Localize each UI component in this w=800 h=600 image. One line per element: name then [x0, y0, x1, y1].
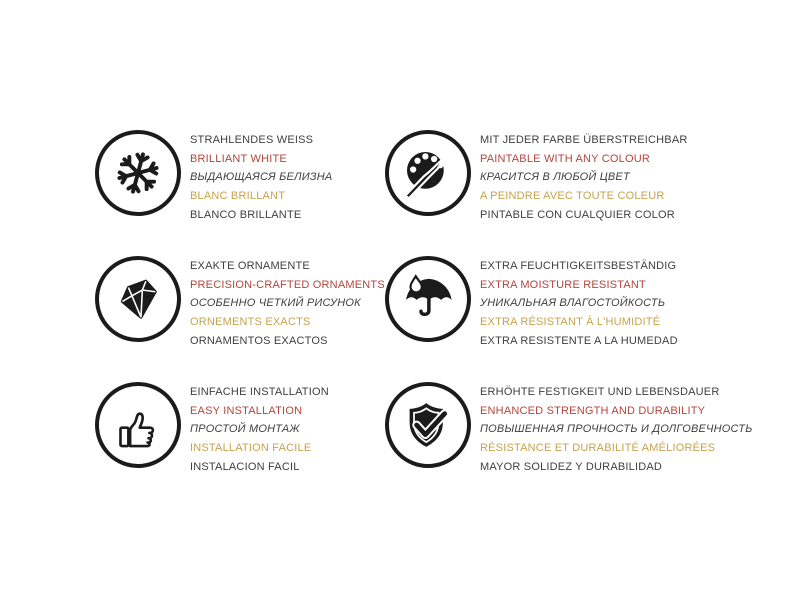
- label-es: MAYOR SOLIDEZ Y DURABILIDAD: [480, 460, 663, 473]
- label-de: EXTRA FEUCHTIGKEITSBESTÄNDIG: [480, 260, 677, 272]
- umbrella-icon: [385, 256, 471, 342]
- label-es: PINTABLE CON CUALQUIER COLOR: [480, 208, 675, 221]
- feature-strength-durability: ERHÖHTE FESTIGKEIT UND LEBENSDAUER ENHAN…: [385, 382, 752, 508]
- label-es: EXTRA RESISTENTE A LA HUMEDAD: [480, 334, 678, 347]
- label-de: MIT JEDER FARBE ÜBERSTREICHBAR: [480, 134, 688, 146]
- label-ru: ПОВЫШЕННАЯ ПРОЧНОСТЬ И ДОЛГОВЕЧНОСТЬ: [480, 423, 753, 436]
- label-fr: EXTRA RÉSISTANT À L'HUMIDITÉ: [480, 316, 661, 329]
- diamond-icon: [95, 256, 181, 342]
- label-fr: INSTALLATION FACILE: [190, 442, 312, 455]
- label-fr: RÉSISTANCE ET DURABILITÉ AMÉLIORÉES: [480, 442, 716, 455]
- label-en: PAINTABLE WITH ANY COLOUR: [480, 152, 651, 165]
- feature-text: STRAHLENDES WEISS BRILLIANT WHITE ВЫДАЮЩ…: [190, 130, 332, 225]
- feature-text: MIT JEDER FARBE ÜBERSTREICHBAR PAINTABLE…: [480, 130, 688, 225]
- label-de: EXAKTE ORNAMENTE: [190, 260, 310, 272]
- snowflake-icon: [95, 130, 181, 216]
- feature-text: EXTRA FEUCHTIGKEITSBESTÄNDIG EXTRA MOIST…: [480, 256, 678, 351]
- label-en: EXTRA MOISTURE RESISTANT: [480, 278, 646, 291]
- label-ru: КРАСИТСЯ В ЛЮБОЙ ЦВЕТ: [480, 171, 630, 184]
- feature-text: EXAKTE ORNAMENTE PRECISION-CRAFTED ORNAM…: [190, 256, 385, 351]
- label-es: ORNAMENTOS EXACTOS: [190, 334, 328, 347]
- feature-text: ERHÖHTE FESTIGKEIT UND LEBENSDAUER ENHAN…: [480, 382, 753, 477]
- shield-check-icon: [385, 382, 471, 468]
- label-fr: A PEINDRE AVEC TOUTE COLEUR: [480, 190, 665, 203]
- label-fr: ORNEMENTS EXACTS: [190, 316, 311, 329]
- label-ru: ОСОБЕННО ЧЕТКИЙ РИСУНОК: [190, 297, 361, 310]
- label-ru: УНИКАЛЬНАЯ ВЛАГОСТОЙКОСТЬ: [480, 297, 666, 310]
- label-ru: ВЫДАЮЩАЯСЯ БЕЛИЗНА: [190, 171, 333, 184]
- label-de: EINFACHE INSTALLATION: [190, 386, 329, 398]
- features-grid: STRAHLENDES WEISS BRILLIANT WHITE ВЫДАЮЩ…: [95, 130, 752, 508]
- label-en: BRILLIANT WHITE: [190, 152, 287, 165]
- feature-paintable-any-colour: MIT JEDER FARBE ÜBERSTREICHBAR PAINTABLE…: [385, 130, 715, 256]
- label-en: ENHANCED STRENGTH AND DURABILITY: [480, 404, 706, 417]
- thumbs-up-icon: [95, 382, 181, 468]
- feature-text: EINFACHE INSTALLATION EASY INSTALLATION …: [190, 382, 329, 477]
- label-de: STRAHLENDES WEISS: [190, 134, 314, 146]
- palette-icon: [385, 130, 471, 216]
- label-en: EASY INSTALLATION: [190, 404, 303, 417]
- label-en: PRECISION-CRAFTED ORNAMENTS: [190, 278, 385, 291]
- feature-precision-ornaments: EXAKTE ORNAMENTE PRECISION-CRAFTED ORNAM…: [95, 256, 385, 382]
- label-fr: BLANC BRILLANT: [190, 190, 286, 203]
- label-es: BLANCO BRILLANTE: [190, 208, 302, 221]
- feature-moisture-resistant: EXTRA FEUCHTIGKEITSBESTÄNDIG EXTRA MOIST…: [385, 256, 715, 382]
- feature-easy-installation: EINFACHE INSTALLATION EASY INSTALLATION …: [95, 382, 385, 508]
- label-ru: ПРОСТОЙ МОНТАЖ: [190, 423, 300, 436]
- label-es: INSTALACION FACIL: [190, 460, 300, 473]
- label-de: ERHÖHTE FESTIGKEIT UND LEBENSDAUER: [480, 386, 720, 398]
- feature-brilliant-white: STRAHLENDES WEISS BRILLIANT WHITE ВЫДАЮЩ…: [95, 130, 385, 256]
